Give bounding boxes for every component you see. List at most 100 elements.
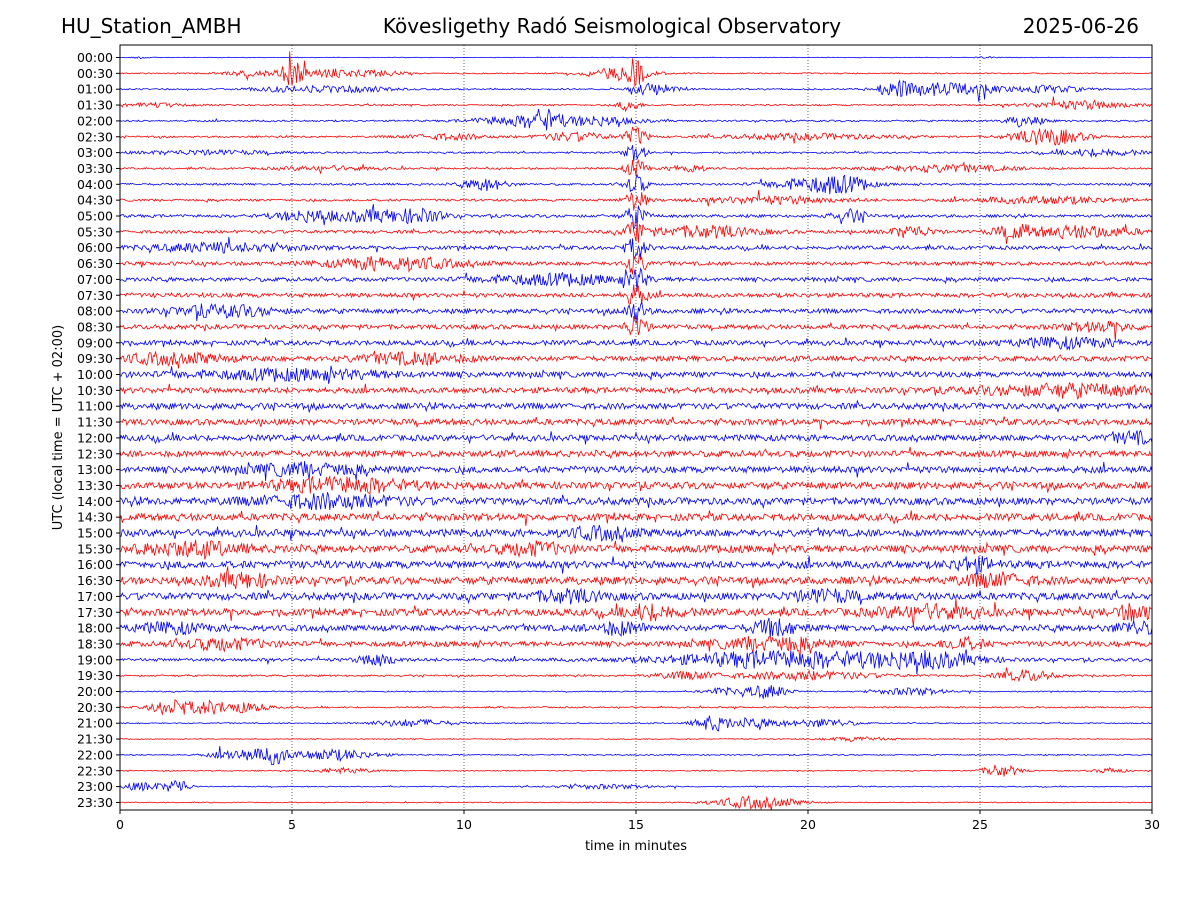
y-tick-label: 13:00 <box>77 462 113 477</box>
y-tick-label: 15:00 <box>77 526 113 541</box>
trace-1530 <box>120 539 1152 560</box>
trace-0130 <box>120 96 1152 113</box>
y-tick-label: 01:00 <box>77 82 113 97</box>
y-tick-label: 21:30 <box>77 732 113 747</box>
y-tick-label: 08:00 <box>77 304 113 319</box>
y-tick-label: 16:30 <box>77 573 113 588</box>
trace-0430 <box>120 189 1152 211</box>
trace-1300 <box>120 460 1152 481</box>
trace-0530 <box>120 222 1152 244</box>
trace-2000 <box>120 684 1152 699</box>
trace-1430 <box>120 510 1152 526</box>
trace-2300 <box>120 779 1152 792</box>
trace-layer <box>120 51 1152 810</box>
trace-2200 <box>120 746 1152 766</box>
y-ticks: 00:0000:3001:0001:3002:0002:3003:0003:30… <box>77 50 120 810</box>
y-tick-label: 04:00 <box>77 177 113 192</box>
trace-1800 <box>120 617 1152 638</box>
trace-0000 <box>120 56 1152 60</box>
trace-1500 <box>120 524 1152 543</box>
x-tick-label: 20 <box>800 817 816 832</box>
trace-0500 <box>120 204 1152 230</box>
trace-0830 <box>120 315 1152 342</box>
y-tick-label: 17:30 <box>77 605 113 620</box>
y-tick-label: 10:30 <box>77 383 113 398</box>
trace-0330 <box>120 159 1152 177</box>
trace-0600 <box>120 237 1152 259</box>
y-tick-label: 00:00 <box>77 50 113 65</box>
y-tick-label: 14:30 <box>77 510 113 525</box>
y-tick-label: 10:00 <box>77 367 113 382</box>
y-tick-label: 06:30 <box>77 256 113 271</box>
y-tick-label: 21:00 <box>77 716 113 731</box>
y-tick-label: 12:00 <box>77 430 113 445</box>
x-tick-label: 15 <box>628 817 644 832</box>
trace-0300 <box>120 145 1152 162</box>
trace-0030 <box>120 51 1152 88</box>
trace-1730 <box>120 598 1152 627</box>
trace-2330 <box>120 794 1152 810</box>
station-title: HU_Station_AMBH <box>61 14 242 38</box>
y-tick-label: 03:00 <box>77 145 113 160</box>
trace-2100 <box>120 715 1152 732</box>
y-tick-label: 11:00 <box>77 399 113 414</box>
trace-1700 <box>120 587 1152 605</box>
trace-1100 <box>120 399 1152 413</box>
trace-1330 <box>120 475 1152 495</box>
y-tick-label: 00:30 <box>77 66 113 81</box>
y-tick-label: 19:00 <box>77 652 113 667</box>
y-tick-label: 09:00 <box>77 335 113 350</box>
y-tick-label: 09:30 <box>77 351 113 366</box>
x-tick-label: 10 <box>456 817 472 832</box>
y-tick-label: 03:30 <box>77 161 113 176</box>
trace-1900 <box>120 649 1152 675</box>
y-tick-label: 23:30 <box>77 795 113 810</box>
y-tick-label: 01:30 <box>77 98 113 113</box>
y-tick-label: 14:00 <box>77 494 113 509</box>
trace-2030 <box>120 699 1152 716</box>
trace-0700 <box>120 267 1152 292</box>
y-tick-label: 22:30 <box>77 763 113 778</box>
trace-0200 <box>120 108 1152 131</box>
y-tick-label: 22:00 <box>77 747 113 762</box>
y-tick-label: 05:30 <box>77 224 113 239</box>
y-tick-label: 06:00 <box>77 240 113 255</box>
trace-1600 <box>120 555 1152 575</box>
y-tick-label: 17:00 <box>77 589 113 604</box>
y-tick-label: 20:00 <box>77 684 113 699</box>
y-tick-label: 04:30 <box>77 193 113 208</box>
y-tick-label: 16:00 <box>77 557 113 572</box>
trace-0630 <box>120 253 1152 275</box>
y-tick-label: 07:00 <box>77 272 113 287</box>
y-tick-label: 23:00 <box>77 779 113 794</box>
y-tick-label: 18:00 <box>77 621 113 636</box>
trace-1930 <box>120 667 1152 683</box>
date-title: 2025-06-26 <box>1022 14 1139 38</box>
trace-2130 <box>120 736 1152 742</box>
y-tick-label: 08:30 <box>77 319 113 334</box>
trace-0230 <box>120 126 1152 146</box>
trace-1630 <box>120 566 1152 590</box>
x-tick-label: 25 <box>972 817 988 832</box>
trace-0930 <box>120 350 1152 369</box>
y-tick-label: 18:30 <box>77 636 113 651</box>
y-tick-label: 02:00 <box>77 113 113 128</box>
y-tick-label: 05:00 <box>77 209 113 224</box>
trace-0400 <box>120 173 1152 195</box>
y-axis-label: UTC (local time = UTC + 02:00) <box>51 325 66 530</box>
observatory-title: Kövesligethy Radó Seismological Observat… <box>382 14 842 38</box>
trace-1200 <box>120 429 1152 446</box>
trace-1400 <box>120 492 1152 511</box>
y-tick-label: 19:30 <box>77 668 113 683</box>
trace-1230 <box>120 446 1152 460</box>
trace-0100 <box>120 79 1152 102</box>
trace-2230 <box>120 764 1152 777</box>
y-tick-label: 07:30 <box>77 288 113 303</box>
x-tick-label: 0 <box>116 817 124 832</box>
y-tick-label: 15:30 <box>77 541 113 556</box>
grid-lines <box>119 45 1153 810</box>
y-tick-label: 02:30 <box>77 129 113 144</box>
x-axis-label: time in minutes <box>585 839 687 854</box>
trace-1830 <box>120 635 1152 659</box>
